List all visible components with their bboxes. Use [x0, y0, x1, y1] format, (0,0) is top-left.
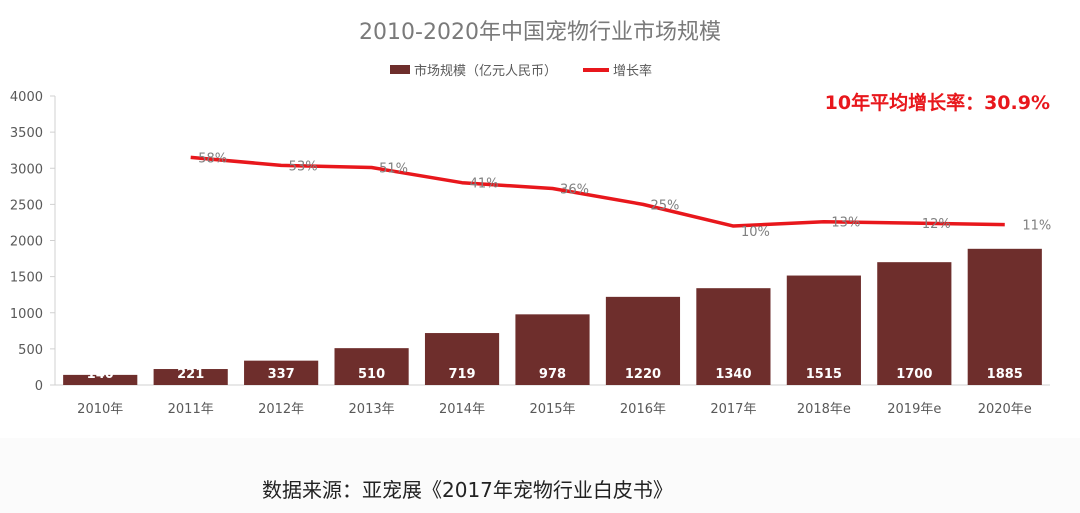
growth-rate-label: 12%: [922, 217, 951, 232]
y-tick-label: 2500: [10, 198, 43, 213]
bar: [63, 374, 138, 385]
bar: [153, 369, 228, 385]
x-tick-label: 2016年: [620, 402, 666, 417]
legend-swatch-line: [583, 67, 610, 72]
y-tick-label: 0: [35, 379, 43, 394]
average-growth-annotation: 10年平均增长率：30.9%: [824, 92, 1050, 114]
legend-label-bar: 市场规模（亿元人民币）: [414, 64, 558, 79]
bar: [967, 248, 1042, 385]
x-tick-label: 2012年: [258, 402, 304, 417]
growth-rate-label: 53%: [289, 159, 318, 174]
growth-rate-label: 58%: [198, 151, 227, 166]
bar-value-label: 978: [539, 367, 566, 382]
x-tick-label: 2010年: [77, 402, 123, 417]
y-tick-label: 500: [18, 343, 43, 358]
x-tick-label: 2015年: [529, 402, 575, 417]
x-tick-label: 2020年e: [978, 402, 1032, 417]
bar-value-label: 337: [268, 367, 295, 382]
bar-value-label: 1220: [625, 367, 661, 382]
bar: [515, 314, 590, 385]
legend-swatch-bar: [390, 65, 410, 74]
bar: [244, 360, 319, 385]
chart-legend: 市场规模（亿元人民币） 增长率: [390, 60, 652, 79]
y-tick-label: 1500: [10, 271, 43, 286]
growth-rate-label: 41%: [470, 177, 499, 192]
bar-value-label: 140: [87, 367, 114, 382]
bar-value-label: 221: [177, 367, 204, 382]
growth-rate-label: 25%: [651, 198, 680, 213]
x-tick-label: 2019年e: [887, 402, 941, 417]
y-tick-label: 1000: [10, 307, 43, 322]
growth-rate-label: 13%: [831, 216, 860, 231]
x-tick-label: 2018年e: [797, 402, 851, 417]
growth-rate-label: 51%: [379, 162, 408, 177]
bar: [877, 262, 952, 385]
bar-value-label: 1700: [896, 367, 932, 382]
bar-value-label: 510: [358, 367, 385, 382]
x-tick-label: 2017年: [710, 402, 756, 417]
bar: [605, 296, 681, 385]
data-source-text: 数据来源：亚宠展《2017年宠物行业白皮书》: [262, 478, 673, 502]
bar: [696, 288, 771, 385]
y-tick-label: 2000: [10, 235, 43, 250]
x-tick-label: 2014年: [439, 402, 485, 417]
y-tick-label: 3500: [10, 126, 43, 141]
chart-plot: 0 500 1000 1500 2000 2500 3000 3500 4000 140 2010年…: [10, 90, 1051, 417]
footer-band: [0, 438, 1080, 513]
legend-label-line: 增长率: [613, 64, 653, 79]
bar-value-label: 1885: [987, 367, 1023, 382]
x-tick-label: 2011年: [168, 402, 214, 417]
bar-value-label: 1340: [715, 367, 751, 382]
growth-rate-label: 11%: [1022, 219, 1051, 234]
bar-value-label: 719: [448, 367, 475, 382]
growth-rate-label: 36%: [560, 182, 589, 197]
bar: [424, 333, 500, 385]
y-tick-label: 4000: [10, 90, 43, 105]
bar-value-label: 1515: [806, 367, 842, 382]
growth-rate-label: 10%: [741, 225, 770, 240]
growth-rate-line: [190, 155, 1005, 228]
y-tick-label: 3000: [10, 162, 43, 177]
bar: [334, 348, 409, 385]
x-tick-label: 2013年: [349, 402, 395, 417]
bar: [786, 275, 861, 385]
chart-title: 2010-2020年中国宠物行业市场规模: [359, 20, 721, 45]
